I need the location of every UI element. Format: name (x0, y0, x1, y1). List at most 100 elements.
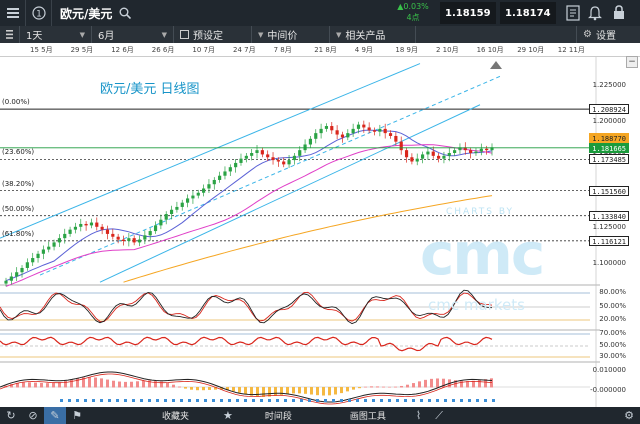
mid-price-label: 中间价 (267, 31, 298, 42)
candle-body (143, 235, 147, 240)
volume-dot (356, 399, 359, 402)
buy-price-box[interactable]: 1.18174 (500, 2, 556, 24)
price-chart[interactable] (0, 57, 640, 407)
macd-histogram-bar (460, 380, 463, 388)
macd-histogram-bar (118, 381, 121, 388)
candle-body (420, 154, 425, 159)
info-circle-icon[interactable]: 1 (26, 0, 52, 26)
candle-body (15, 272, 19, 277)
gear-icon[interactable]: ⚙ (624, 409, 634, 422)
candle-body (127, 238, 131, 241)
candle-body (47, 246, 51, 250)
candle-body (447, 153, 451, 156)
rsi-tick-label: 30.00% (599, 352, 626, 360)
macd-histogram-bar (328, 387, 331, 396)
macd-histogram-bar (184, 387, 187, 389)
candle-body (95, 222, 99, 227)
volume-dot (244, 399, 247, 402)
volume-dot (348, 399, 351, 402)
macd-histogram-bar (112, 380, 115, 388)
volume-dot (236, 399, 239, 402)
drawing-tools-label[interactable]: 画图工具 (349, 412, 386, 422)
trade-ticket-icon[interactable] (566, 5, 580, 21)
lock-icon[interactable] (612, 4, 626, 20)
volume-dot (420, 399, 423, 402)
macd-histogram-bar (286, 387, 289, 394)
candle-body (228, 167, 232, 172)
candle-body (164, 214, 168, 220)
no-entry-icon[interactable]: ⊘ (28, 409, 38, 422)
volume-dot (172, 399, 175, 402)
settings-button[interactable]: ⚙ 设置 (576, 26, 640, 43)
macd-histogram-bar (316, 387, 319, 396)
candle-body (367, 127, 371, 131)
symbol-title[interactable]: 欧元/美元 (60, 6, 113, 21)
rsi-tick-label: 50.00% (599, 341, 626, 349)
volume-dot (284, 399, 287, 402)
macd-histogram-bar (136, 381, 139, 388)
macd-histogram-bar (466, 381, 469, 388)
candle-body (41, 249, 45, 254)
macd-histogram-bar (88, 377, 91, 388)
watermark-sub: cmc markets (428, 296, 525, 314)
macd-histogram-bar (274, 387, 277, 396)
macd-histogram-bar (292, 387, 295, 394)
volume-dot (148, 399, 151, 402)
magnet-icon[interactable]: ⚑ (72, 409, 82, 422)
candle-body (479, 148, 483, 152)
price-tag: 1.173485 (589, 154, 629, 165)
trendline-icon[interactable]: ⟋ (435, 408, 443, 422)
volume-dot (492, 399, 495, 402)
macd-histogram-bar (154, 380, 157, 388)
volume-dot (228, 399, 231, 402)
price-tag: 1.181665 (589, 142, 629, 153)
candle-body (324, 126, 329, 129)
related-button[interactable]: ▼ 相关产品 (330, 26, 416, 43)
refresh-icon[interactable]: ↻ (6, 409, 16, 422)
star-icon[interactable]: ★ (223, 409, 233, 422)
macd-histogram-bar (256, 387, 259, 397)
candle-body (148, 231, 152, 236)
candle-body (84, 223, 88, 226)
macd-histogram-bar (40, 383, 43, 388)
favorites-label[interactable]: 收藏夹 (162, 412, 190, 422)
candle-body (52, 242, 56, 247)
candle-body (9, 276, 13, 281)
volume-dot (444, 399, 447, 402)
chevron-down-icon: ▼ (336, 30, 342, 39)
volume-dot (268, 399, 271, 402)
volume-dot (180, 399, 183, 402)
menu-icon[interactable] (0, 0, 26, 26)
layout-icon[interactable] (0, 26, 20, 43)
macd-histogram-bar (364, 386, 367, 388)
volume-dot (364, 399, 367, 402)
fib-label: (0.00%) (2, 98, 30, 107)
zoom-out-icon[interactable]: − (626, 56, 638, 68)
pen-icon[interactable]: ✎ (44, 407, 66, 424)
alert-bell-icon[interactable] (588, 5, 602, 21)
preset-label: 预设定 (193, 31, 223, 42)
time-interval-label[interactable]: 时间段 (264, 412, 292, 422)
date-tick-label: 7 8月 (273, 46, 292, 54)
candle-body (469, 150, 473, 153)
candle-body (116, 236, 120, 240)
volume-dot (188, 399, 191, 402)
mid-price-button[interactable]: ▼ 中间价 (252, 26, 330, 43)
interval-value: 1天 (26, 31, 43, 42)
candle-body (340, 134, 345, 138)
date-tick-label: 12 11月 (557, 46, 585, 54)
fibonacci-icon[interactable]: ⌇ (415, 409, 422, 422)
search-icon[interactable] (119, 7, 132, 19)
interval-select[interactable]: 1天 ▼ (20, 26, 92, 43)
preset-button[interactable]: 预设定 (174, 26, 252, 43)
sell-price-box[interactable]: 1.18159 (440, 2, 496, 24)
candle-body (298, 150, 302, 156)
macd-tick-label: 0.010000 (592, 366, 626, 374)
scroll-up-icon[interactable] (490, 61, 502, 69)
volume-dot (460, 399, 463, 402)
range-select[interactable]: 6月 ▼ (92, 26, 174, 43)
candle-body (383, 128, 387, 134)
candle-body (404, 150, 409, 158)
volume-dot (332, 399, 335, 402)
candle-body (111, 233, 115, 237)
